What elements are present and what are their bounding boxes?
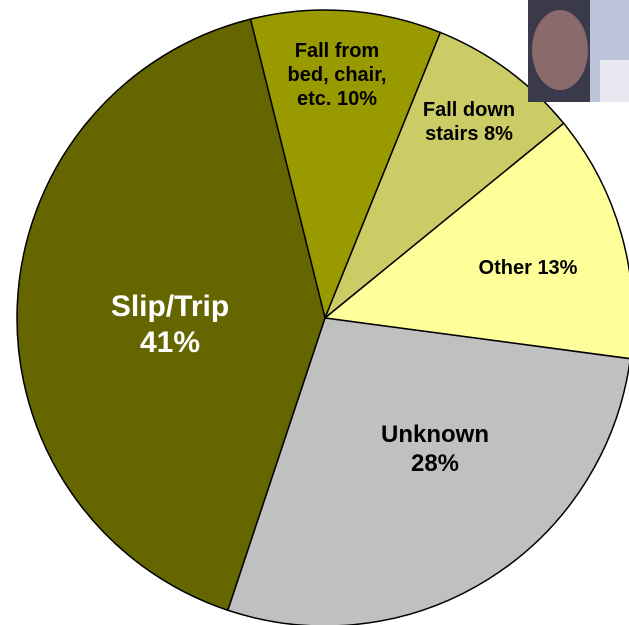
- slice-label: Fall from bed, chair, etc. 10%: [277, 39, 397, 111]
- value-label: 28%: [411, 450, 459, 477]
- slice-label: Slip/Trip 41%: [90, 289, 250, 361]
- slice-label: Unknown 28%: [355, 421, 515, 479]
- category-label: Other: [479, 257, 532, 279]
- value-label: 13%: [537, 257, 577, 279]
- chart: Fall from bed, chair, etc. 10%Fall down …: [0, 0, 629, 625]
- value-label: 41%: [140, 326, 200, 359]
- slice-label: Fall down stairs 8%: [409, 98, 529, 146]
- value-label: 8%: [484, 123, 513, 145]
- category-label: Unknown: [381, 421, 489, 448]
- category-label: Slip/Trip: [111, 290, 229, 323]
- photo: [528, 0, 629, 102]
- slice-label: Other 13%: [448, 256, 608, 280]
- value-label: 10%: [337, 88, 377, 110]
